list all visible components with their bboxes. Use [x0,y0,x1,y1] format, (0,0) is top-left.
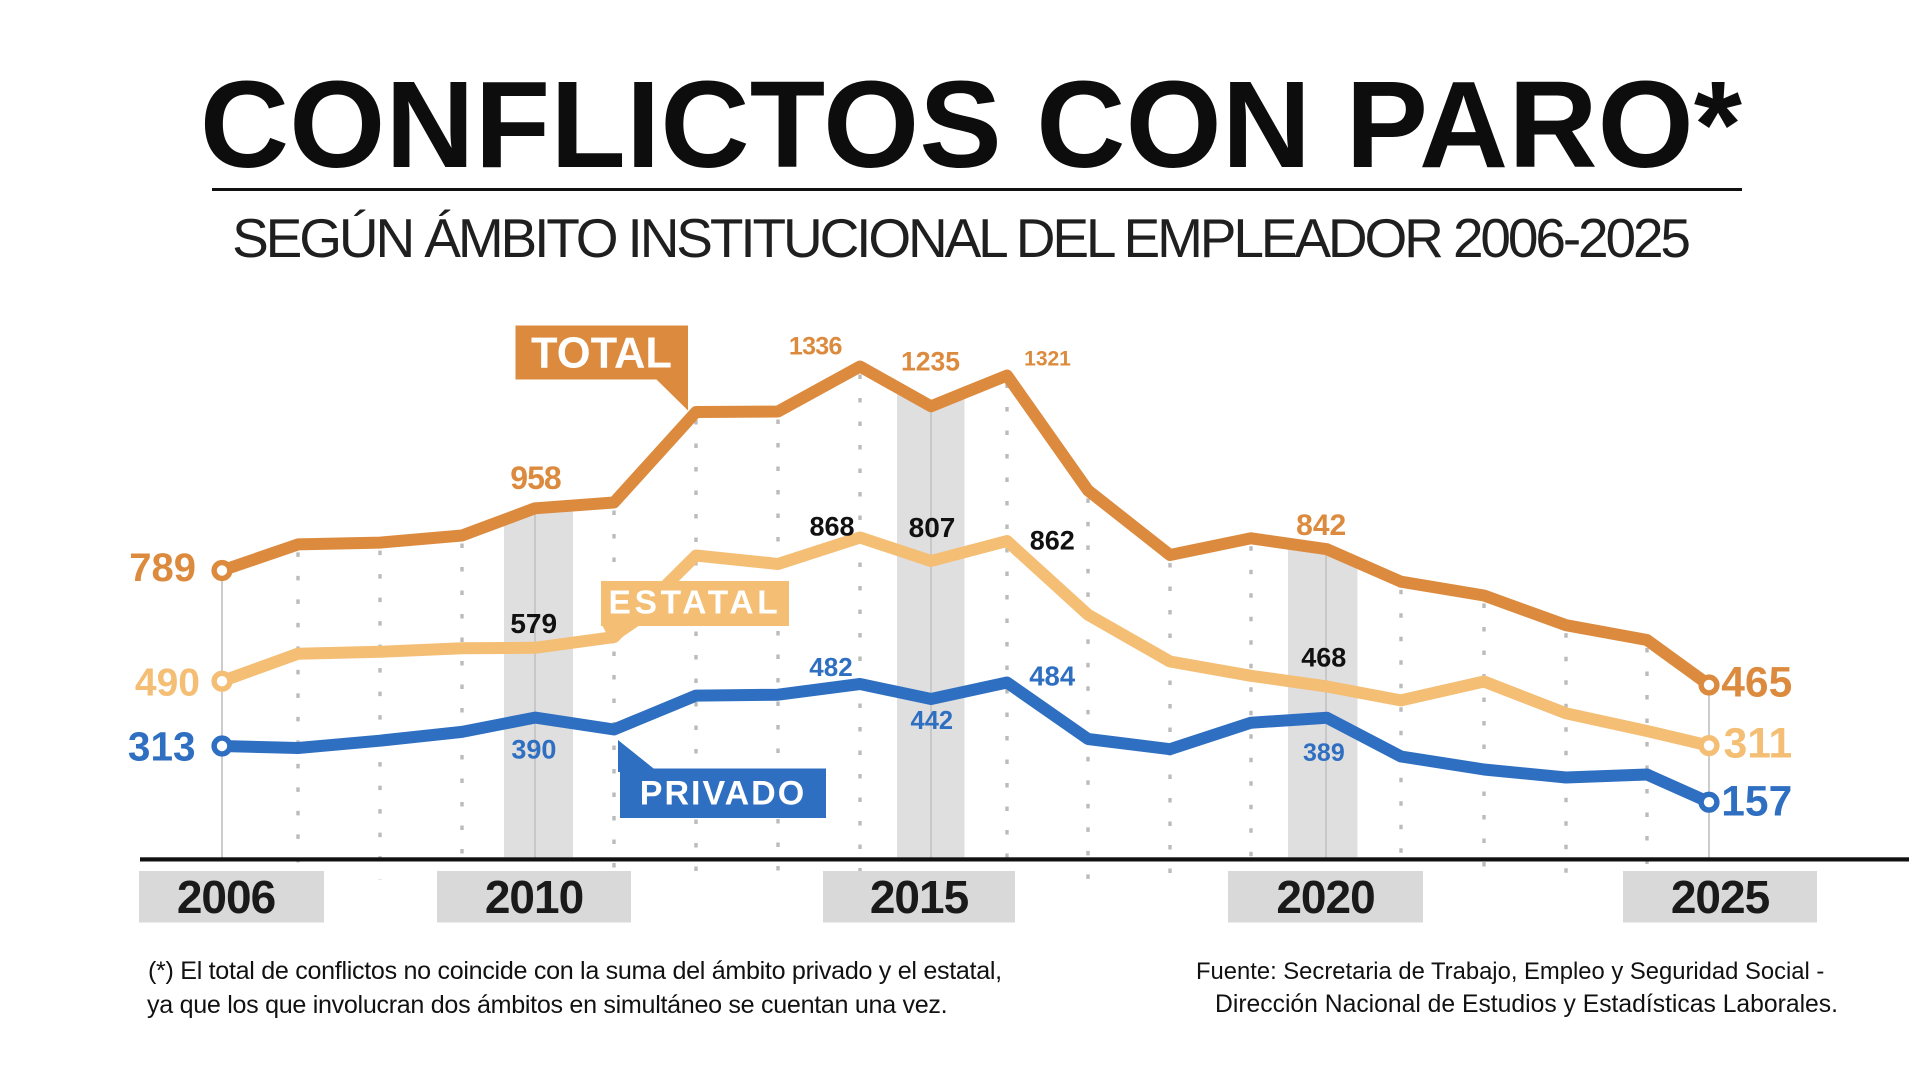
svg-text:313: 313 [128,723,196,769]
svg-text:862: 862 [1030,525,1075,555]
svg-text:2006: 2006 [177,871,275,923]
svg-text:1321: 1321 [1024,347,1071,370]
svg-text:2010: 2010 [485,871,583,923]
svg-text:2020: 2020 [1276,871,1374,923]
svg-text:579: 579 [510,608,557,639]
svg-text:868: 868 [809,511,854,541]
svg-text:482: 482 [809,652,852,682]
svg-text:389: 389 [1303,739,1345,767]
svg-text:2015: 2015 [870,871,969,923]
svg-text:490: 490 [135,662,200,705]
svg-text:807: 807 [909,512,956,543]
svg-text:ESTATAL: ESTATAL [609,585,782,622]
svg-text:311: 311 [1724,721,1793,768]
svg-text:1336: 1336 [789,333,842,361]
svg-text:468: 468 [1301,643,1346,673]
svg-text:1235: 1235 [901,347,960,377]
svg-text:484: 484 [1029,660,1076,691]
svg-text:442: 442 [911,707,954,735]
svg-text:842: 842 [1296,509,1346,542]
svg-text:2025: 2025 [1671,871,1770,923]
svg-text:958: 958 [510,460,561,496]
svg-text:789: 789 [129,546,196,590]
svg-text:TOTAL: TOTAL [531,330,672,378]
svg-text:465: 465 [1721,660,1792,707]
svg-text:390: 390 [511,735,556,765]
svg-text:PRIVADO: PRIVADO [640,775,806,813]
svg-text:157: 157 [1721,778,1792,825]
